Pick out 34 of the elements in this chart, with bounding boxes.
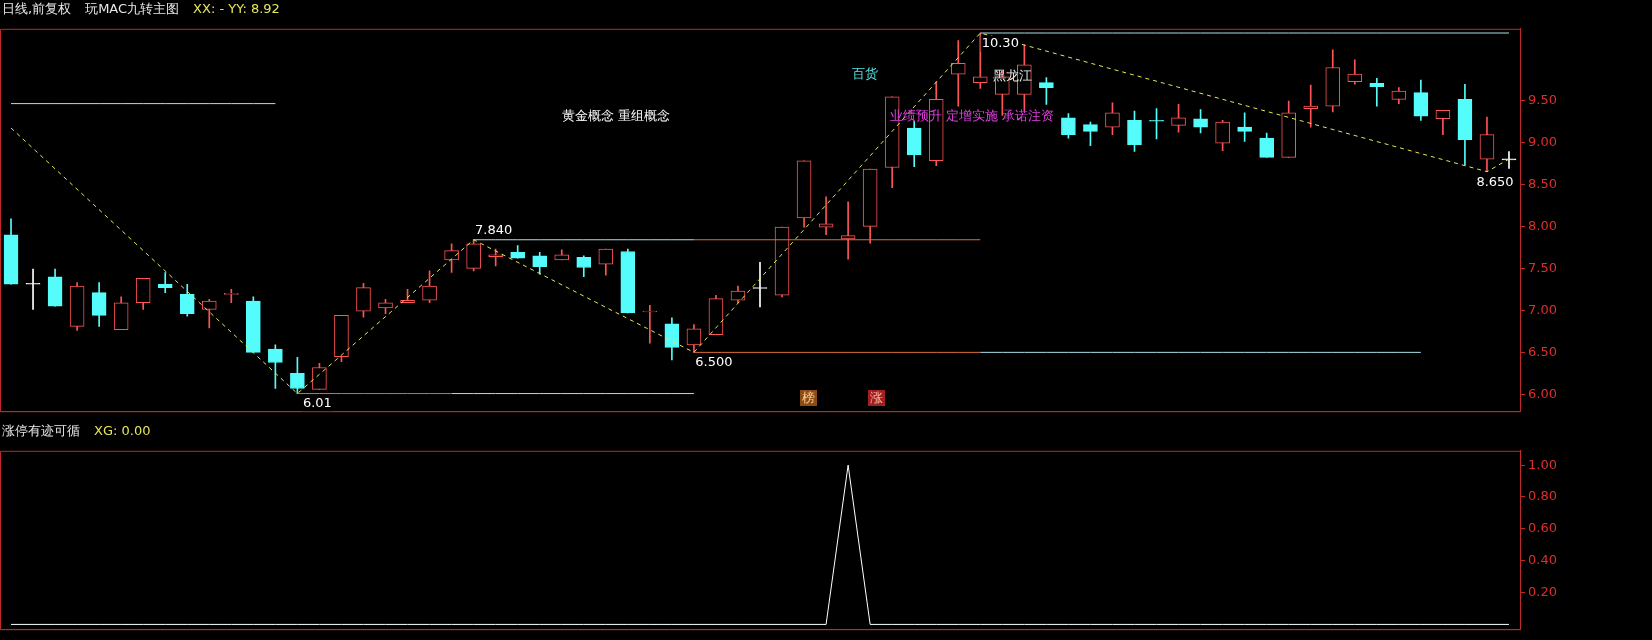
y-tick-label: 8.50 xyxy=(1528,175,1557,191)
chart-title: 涨停有迹可循 xyxy=(2,423,80,438)
y-tick-label: 1.00 xyxy=(1528,456,1557,472)
y-tick-label: 7.50 xyxy=(1528,259,1557,275)
annotation: 7.840 xyxy=(475,221,513,237)
candlestick xyxy=(157,272,173,294)
chart-title: 日线,前复权 xyxy=(2,1,72,16)
y-tick-label: 0.60 xyxy=(1528,520,1557,536)
y-tick-label: 7.00 xyxy=(1528,301,1557,317)
annotation: 百货 xyxy=(852,66,878,82)
y-tick-label: 6.00 xyxy=(1528,385,1557,401)
text: XX: - YY: 8.92 xyxy=(193,1,280,16)
annotation: 6.500 xyxy=(695,354,733,370)
annotation: 涨 xyxy=(868,390,885,406)
y-tick-label: 9.00 xyxy=(1528,133,1557,149)
y-tick-label: 0.80 xyxy=(1528,488,1557,504)
y-tick-label: 0.40 xyxy=(1528,552,1557,568)
annotation: 黄金概念 重组概念 xyxy=(562,108,671,124)
y-tick-label: 9.50 xyxy=(1528,91,1557,107)
candlestick xyxy=(1369,78,1385,107)
text: XG: 0.00 xyxy=(94,423,151,438)
annotation: 榜 xyxy=(800,390,817,406)
candlestick xyxy=(950,40,966,107)
annotation: 10.30 xyxy=(981,34,1019,50)
candlestick xyxy=(25,268,41,310)
y-tick-label: 0.20 xyxy=(1528,583,1557,599)
y-tick-label: 6.50 xyxy=(1528,343,1557,359)
annotation: 8.650 xyxy=(1476,173,1514,189)
annotation: 6.01 xyxy=(302,395,332,411)
candlestick xyxy=(840,201,856,260)
y-tick-label: 8.00 xyxy=(1528,217,1557,233)
candlestick xyxy=(818,196,834,236)
candlestick xyxy=(642,304,658,344)
chart-subtitle: 玩MAC九转主图 xyxy=(85,1,180,16)
